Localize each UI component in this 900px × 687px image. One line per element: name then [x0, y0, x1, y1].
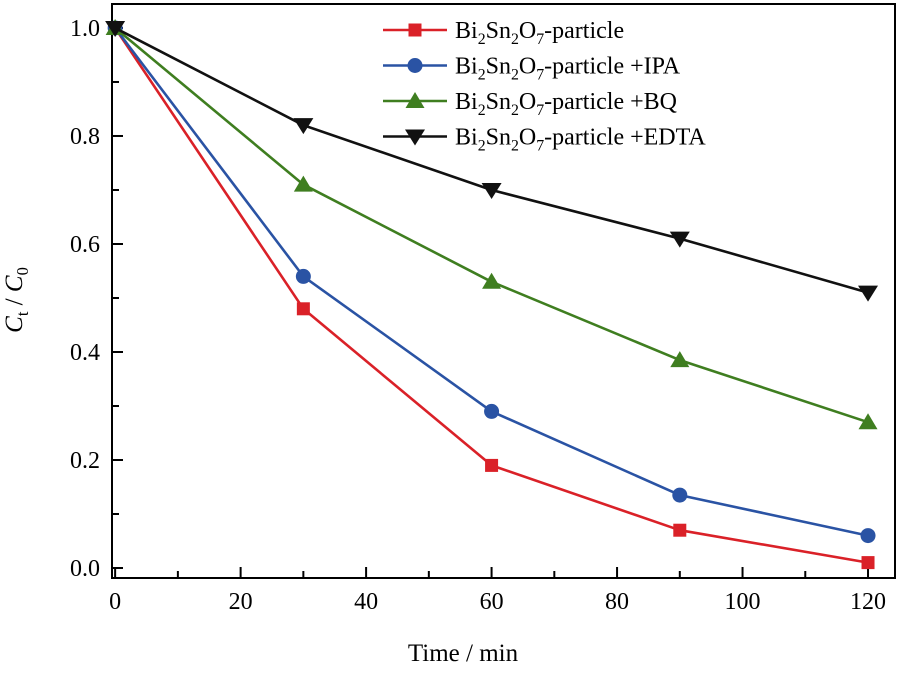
legend-marker [408, 23, 422, 37]
y-tick-label: 0.6 [70, 232, 100, 258]
x-tick-label: 0 [109, 589, 121, 615]
data-point [295, 268, 311, 284]
legend-item: Bi2Sn2O7-particle +BQ [383, 89, 677, 119]
legend-item: Bi2Sn2O7-particle +EDTA [383, 125, 706, 155]
y-tick-label: 0.0 [70, 556, 100, 582]
legend-marker [407, 58, 423, 73]
x-tick-label: 20 [229, 589, 253, 615]
legend-marker [405, 92, 425, 108]
data-point [673, 523, 687, 537]
legend-item: Bi2Sn2O7-particle [383, 18, 624, 48]
y-tick-label: 1.0 [70, 16, 100, 42]
legend-label: Bi2Sn2O7-particle +BQ [455, 89, 677, 119]
data-point [858, 285, 879, 302]
x-axis-title: Time / min [408, 640, 519, 667]
x-tick-label: 60 [480, 589, 504, 615]
legend-label: Bi2Sn2O7-particle +IPA [455, 54, 681, 84]
plot-frame [111, 3, 896, 579]
y-tick-label: 0.2 [70, 448, 100, 474]
data-point [482, 272, 502, 289]
data-point [860, 528, 876, 544]
y-tick-label: 0.4 [70, 340, 100, 366]
data-point [670, 351, 690, 368]
legend-label: Bi2Sn2O7-particle +EDTA [455, 125, 706, 155]
x-tick-label: 80 [605, 589, 629, 615]
data-point [485, 458, 499, 472]
data-point [105, 20, 126, 37]
y-tick-label: 0.8 [70, 124, 100, 150]
legend-marker [405, 129, 425, 146]
legend-item: Bi2Sn2O7-particle +IPA [383, 54, 681, 84]
x-tick-label: 120 [850, 589, 886, 615]
data-point [293, 175, 313, 192]
data-point [669, 231, 690, 248]
data-point [861, 556, 875, 570]
x-tick-label: 40 [354, 589, 378, 615]
data-point [296, 302, 310, 316]
data-point [293, 118, 314, 135]
data-point [481, 182, 502, 199]
data-point [858, 413, 878, 430]
data-point [484, 403, 500, 419]
data-point [672, 487, 688, 503]
y-axis-title: Ct / C0 [1, 267, 32, 333]
x-tick-label: 100 [725, 589, 761, 615]
legend-label: Bi2Sn2O7-particle [455, 18, 624, 48]
